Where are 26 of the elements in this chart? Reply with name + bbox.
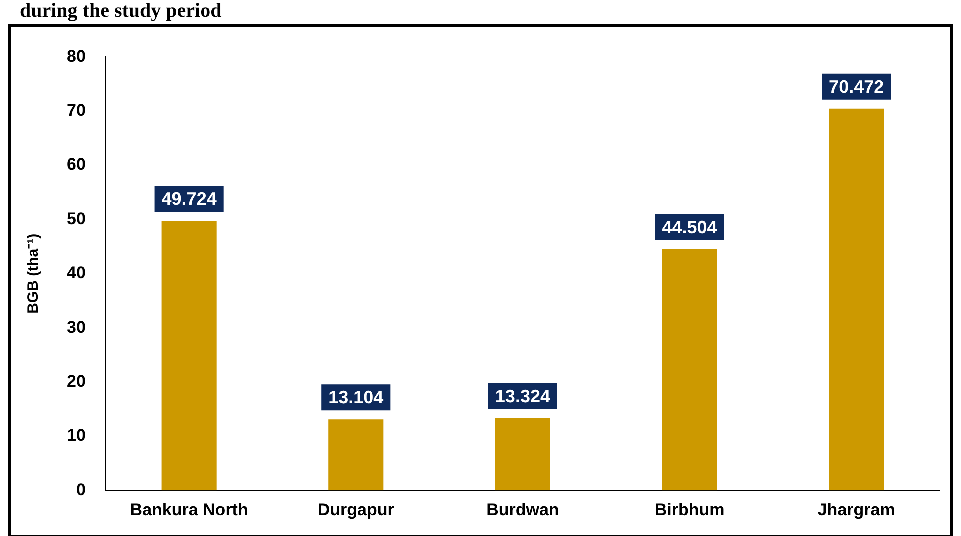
data-label: 49.724 — [162, 189, 217, 210]
bar — [162, 221, 217, 491]
bar — [829, 108, 884, 491]
chart-title: during the study period — [19, 0, 223, 22]
x-tick-label: Bankura North — [130, 500, 248, 520]
data-label: 70.472 — [829, 76, 884, 97]
x-tick-label: Burdwan — [486, 500, 560, 520]
y-tick-label: 70 — [66, 101, 86, 120]
y-tick-label: 0 — [76, 480, 86, 500]
y-tick-label: 60 — [66, 155, 86, 174]
x-tick-label: Birbhum — [654, 500, 725, 520]
x-tick-label: Durgapur — [318, 500, 395, 520]
bar — [328, 420, 384, 491]
bar — [662, 250, 718, 491]
y-tick-label: 30 — [66, 318, 86, 337]
data-label: 13.324 — [495, 386, 550, 406]
y-tick-label: 80 — [66, 46, 86, 66]
y-tick-label: 40 — [66, 264, 86, 283]
data-label: 13.104 — [328, 388, 384, 408]
y-axis-title: BGB (tha⁻¹) — [25, 234, 42, 314]
x-tick-label: Jhargram — [818, 500, 896, 520]
y-tick-label: 20 — [66, 372, 86, 391]
data-label: 44.504 — [662, 217, 718, 238]
y-tick-label: 10 — [66, 426, 86, 446]
y-tick-label: 50 — [66, 209, 86, 228]
bar — [495, 418, 550, 491]
